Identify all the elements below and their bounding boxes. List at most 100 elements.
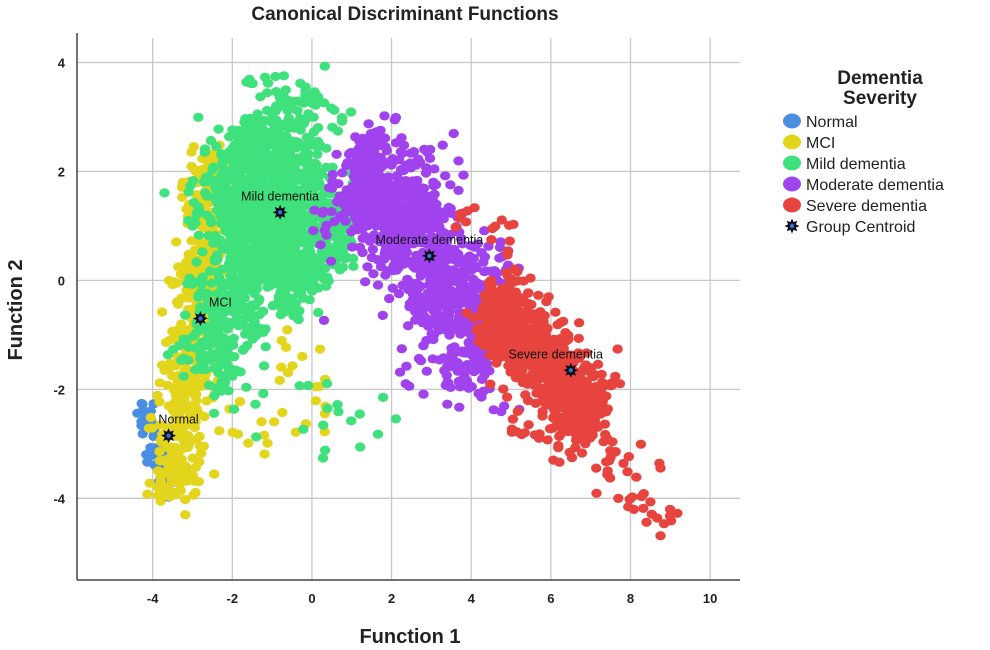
data-point	[215, 342, 226, 352]
data-point	[518, 276, 529, 286]
data-point	[319, 275, 331, 285]
data-point	[439, 365, 450, 376]
data-point	[313, 283, 324, 293]
x-tick-label: 0	[308, 591, 315, 606]
data-point	[401, 361, 412, 371]
x-tick-label: 10	[703, 591, 717, 606]
data-point	[375, 261, 387, 272]
data-point	[193, 290, 205, 300]
data-point	[573, 333, 584, 343]
data-point	[523, 298, 534, 308]
data-point	[318, 420, 329, 430]
data-point	[501, 392, 513, 402]
data-point	[355, 442, 366, 452]
data-point	[453, 185, 464, 195]
data-point	[163, 275, 175, 285]
group-centroid	[272, 204, 288, 220]
data-point	[521, 345, 533, 355]
data-point	[155, 470, 166, 480]
data-point	[353, 207, 364, 217]
data-point	[233, 125, 244, 136]
data-point	[422, 147, 433, 157]
data-point	[300, 145, 311, 155]
data-point	[228, 404, 240, 414]
data-point	[635, 439, 647, 449]
data-point	[555, 318, 566, 328]
data-point	[196, 448, 207, 458]
data-point	[382, 198, 393, 208]
data-point	[533, 433, 545, 443]
data-point	[367, 244, 379, 254]
data-point	[558, 350, 569, 360]
data-point	[592, 359, 604, 369]
data-point	[631, 472, 642, 482]
data-point	[441, 292, 453, 302]
data-point	[372, 280, 384, 290]
data-point	[229, 352, 240, 362]
data-point	[413, 234, 424, 244]
data-point	[417, 318, 428, 328]
data-point	[645, 497, 656, 507]
data-point	[461, 365, 472, 375]
data-point	[417, 190, 429, 200]
data-point	[399, 215, 410, 225]
chart-title: Canonical Discriminant Functions	[251, 4, 558, 25]
centroid-center	[789, 223, 795, 229]
data-point	[271, 146, 282, 156]
data-point	[223, 386, 234, 396]
data-point	[641, 517, 652, 527]
data-point	[390, 112, 402, 123]
data-point	[169, 466, 180, 476]
data-point	[421, 204, 433, 215]
data-point	[636, 491, 647, 502]
data-point	[270, 71, 281, 82]
data-point	[262, 438, 273, 448]
data-point	[253, 296, 264, 306]
data-point	[435, 226, 447, 236]
data-point	[236, 259, 247, 269]
data-point	[251, 184, 262, 194]
data-point	[510, 294, 521, 304]
data-point	[537, 396, 548, 406]
data-point	[479, 331, 490, 341]
data-point	[486, 235, 497, 245]
data-point	[152, 490, 164, 500]
data-point	[622, 467, 633, 477]
data-point	[428, 300, 439, 310]
data-point	[588, 369, 600, 379]
data-point	[281, 267, 292, 277]
data-point	[412, 283, 424, 294]
data-point	[454, 402, 465, 412]
data-point	[179, 401, 190, 411]
data-point	[268, 417, 280, 427]
data-point	[418, 389, 429, 399]
y-tick-label: -4	[53, 491, 65, 506]
data-point	[605, 446, 616, 456]
data-point	[307, 173, 319, 183]
y-axis-label: Function 2	[5, 259, 27, 360]
data-point	[555, 333, 566, 344]
data-point	[448, 244, 460, 254]
data-point	[309, 205, 320, 215]
data-point	[183, 187, 194, 197]
data-point	[234, 219, 246, 229]
x-axis-label: Function 1	[359, 626, 460, 648]
data-point	[368, 269, 379, 279]
data-point	[259, 449, 270, 459]
data-point	[304, 295, 315, 305]
data-point	[387, 283, 398, 293]
data-point	[283, 113, 295, 123]
data-point	[257, 306, 269, 316]
data-point	[191, 257, 202, 267]
data-point	[245, 138, 257, 148]
data-point	[604, 473, 616, 483]
data-point	[548, 399, 560, 409]
data-point	[212, 254, 223, 264]
data-point	[652, 513, 663, 523]
data-point	[543, 381, 554, 391]
data-point	[308, 127, 320, 137]
data-point	[509, 349, 520, 359]
data-point	[303, 158, 314, 168]
data-point	[427, 354, 438, 364]
data-point	[432, 310, 443, 320]
